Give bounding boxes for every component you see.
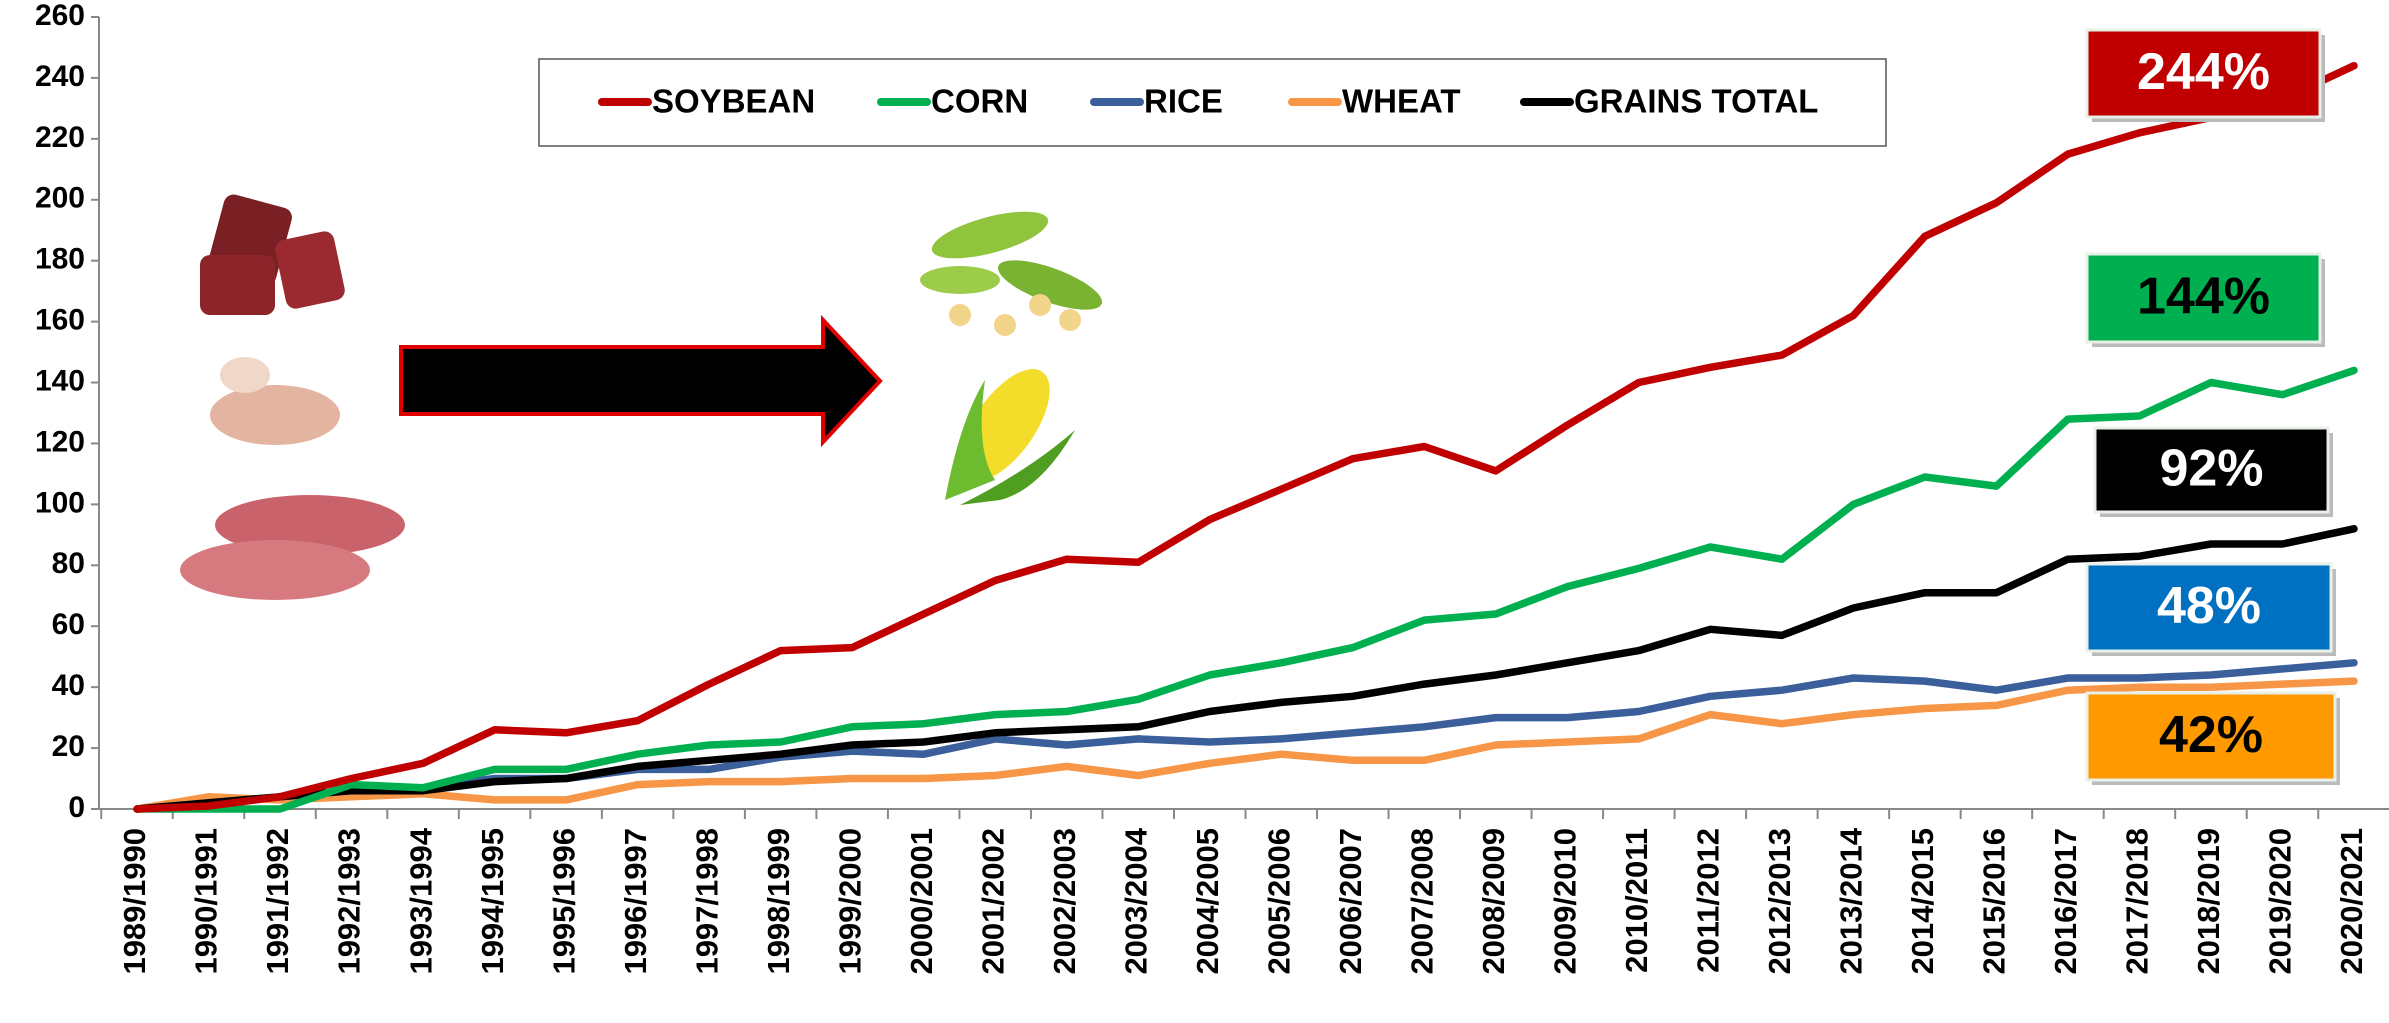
y-tick-label: 20 (52, 730, 85, 763)
y-tick-label: 100 (35, 486, 85, 519)
x-tick-label: 1999/2000 (832, 828, 867, 975)
x-tick-label: 2010/2011 (1619, 828, 1654, 973)
x-tick-label: 1992/1993 (332, 828, 367, 975)
y-tick-label: 140 (35, 364, 85, 397)
x-tick-label: 1994/1995 (475, 828, 510, 975)
legend-label: SOYBEAN (652, 83, 815, 120)
x-tick-label: 2015/2016 (1977, 828, 2012, 975)
y-tick-label: 40 (52, 669, 85, 702)
badge-label: 244% (2137, 43, 2270, 101)
x-tick-label: 2017/2018 (2120, 828, 2155, 975)
y-tick-label: 220 (35, 121, 85, 154)
x-tick-label: 2014/2015 (1905, 828, 1940, 975)
y-tick-label: 180 (35, 243, 85, 276)
x-tick-label: 1990/1991 (189, 828, 224, 975)
x-tick-label: 1998/1999 (761, 828, 796, 975)
y-tick-label: 80 (52, 547, 85, 580)
x-tick-label: 2009/2010 (1548, 828, 1583, 975)
y-tick-label: 0 (68, 791, 85, 824)
chart: 0 20 40 60 80 100 120 140 160 180 200 220 240 260 1989… (0, 0, 2389, 1023)
x-tick-label: 1996/1997 (618, 828, 653, 975)
x-tick-label: 1993/1994 (403, 827, 438, 974)
badge-label: 42% (2159, 706, 2263, 764)
x-tick-label: 2013/2014 (1834, 827, 1869, 974)
meat-icons (180, 192, 405, 600)
x-tick-label: 1991/1992 (260, 828, 295, 975)
x-tick-label: 2020/2021 (2334, 828, 2369, 975)
legend-label: CORN (931, 83, 1028, 120)
x-tick-label: 2008/2009 (1476, 828, 1511, 975)
y-tick-label: 240 (35, 60, 85, 93)
y-tick-label: 200 (35, 182, 85, 215)
y-tick-label: 260 (35, 0, 85, 32)
legend-label: WHEAT (1342, 83, 1461, 120)
x-tick-label: 2007/2008 (1404, 828, 1439, 975)
soy-icon (920, 202, 1107, 336)
x-tick-label: 1997/1998 (689, 828, 724, 975)
x-tick-label: 2004/2005 (1190, 828, 1225, 975)
y-tick-label: 60 (52, 608, 85, 641)
x-tick-label: 2005/2006 (1261, 828, 1296, 975)
x-tick-label: 2001/2002 (975, 828, 1010, 975)
badge-label: 144% (2137, 268, 2270, 326)
legend-label: GRAINS TOTAL (1574, 83, 1818, 120)
x-tick-label: 2016/2017 (2048, 828, 2083, 975)
x-tick-label: 2002/2003 (1047, 828, 1082, 975)
arrow (401, 320, 880, 442)
badge-label: 92% (2159, 440, 2263, 498)
x-tick-label: 1989/1990 (117, 828, 152, 975)
x-tick-label: 2011/2012 (1691, 828, 1726, 973)
x-tick-label: 2003/2004 (1118, 827, 1153, 974)
x-tick-label: 2006/2007 (1333, 828, 1368, 975)
corn-icon (943, 355, 1075, 505)
x-tick-label: 2012/2013 (1762, 828, 1797, 975)
badge-label: 48% (2157, 577, 2261, 635)
x-tick-label: 2019/2020 (2263, 828, 2298, 975)
x-tick-label: 2000/2001 (904, 828, 939, 975)
y-tick-label: 120 (35, 425, 85, 458)
x-tick-label: 1995/1996 (546, 828, 581, 975)
legend-label: RICE (1144, 83, 1223, 120)
y-tick-label: 160 (35, 304, 85, 337)
x-tick-label: 2018/2019 (2191, 828, 2226, 975)
